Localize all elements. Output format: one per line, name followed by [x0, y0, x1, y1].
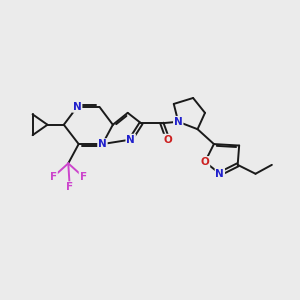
Text: F: F [50, 172, 57, 182]
Text: N: N [98, 139, 107, 149]
Text: N: N [126, 135, 135, 145]
Text: F: F [66, 182, 73, 192]
Text: N: N [73, 102, 82, 112]
Text: N: N [215, 169, 224, 179]
Text: O: O [201, 157, 209, 167]
Text: O: O [164, 135, 172, 145]
Text: N: N [174, 117, 183, 127]
Text: F: F [80, 172, 87, 182]
